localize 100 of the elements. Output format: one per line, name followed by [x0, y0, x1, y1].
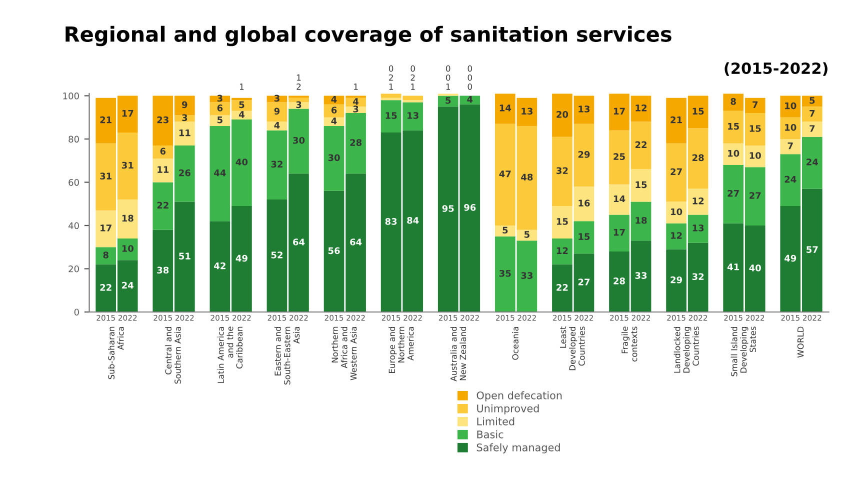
data-label: 21: [100, 116, 112, 124]
text: WORLD: [797, 326, 804, 358]
data-label: 49: [784, 254, 796, 262]
y-tick-label: 60: [68, 178, 79, 186]
data-label: 5: [239, 101, 244, 108]
data-label: 3: [353, 106, 358, 112]
data-label: 13: [578, 106, 590, 112]
data-label: 84: [407, 216, 419, 224]
data-label: 17: [614, 108, 625, 114]
data-label: 8: [103, 252, 108, 258]
data-label: 11: [179, 130, 190, 136]
data-label: 0: [468, 84, 472, 90]
chart-subtitle: (2015-2022): [724, 62, 828, 76]
data-label: 17: [122, 110, 134, 117]
data-label: 12: [671, 232, 682, 239]
data-label: 31: [100, 172, 112, 180]
data-label: 18: [636, 216, 647, 224]
data-label: 48: [521, 174, 533, 181]
y-tick-label: 20: [68, 265, 79, 272]
data-label: 5: [446, 97, 451, 104]
data-label: 31: [122, 162, 134, 169]
data-label: 21: [670, 116, 682, 124]
data-label: 4: [274, 122, 280, 129]
data-label: 28: [692, 154, 704, 162]
data-label: 1: [411, 84, 415, 90]
data-label: 33: [521, 272, 532, 279]
data-label: 10: [785, 124, 796, 131]
data-label: 13: [522, 108, 532, 115]
y-tick-label: 0: [74, 308, 79, 316]
data-label: 0: [468, 65, 472, 72]
text: Fragile contexts: [621, 326, 638, 362]
data-label: 15: [386, 112, 397, 119]
data-label: 52: [271, 252, 282, 258]
data-label: 96: [464, 204, 476, 211]
data-label: 1: [240, 84, 244, 90]
legend-label: Basic: [477, 430, 504, 438]
data-label: 0: [446, 65, 450, 72]
data-label: 14: [614, 195, 626, 202]
data-label: 12: [636, 104, 647, 112]
data-label: 0: [468, 74, 472, 81]
data-label: 22: [556, 284, 568, 291]
legend-label: Safely managed: [476, 443, 560, 454]
data-label: 24: [784, 176, 796, 183]
data-label: 10: [750, 152, 761, 159]
data-label: 32: [271, 160, 282, 168]
data-label: 24: [806, 158, 818, 166]
data-label: 27: [578, 278, 590, 286]
data-label: 56: [328, 247, 340, 254]
data-label: 41: [727, 264, 739, 270]
legend-label: Limited: [477, 417, 514, 426]
text: Oceania: [512, 326, 518, 360]
data-label: 25: [614, 153, 625, 160]
data-label: 47: [499, 170, 511, 178]
data-label: 22: [635, 141, 647, 148]
data-label: 10: [671, 208, 682, 216]
data-label: 9: [274, 108, 280, 115]
y-tick-label: 80: [68, 136, 79, 143]
text: Landlocked Developing Countries: [674, 326, 699, 373]
data-label: 49: [236, 254, 248, 262]
text: Australia and New Zealand: [450, 326, 466, 382]
data-label: 24: [122, 282, 134, 289]
data-label: 13: [408, 112, 418, 119]
data-label: 28: [614, 278, 625, 284]
data-label: 0: [446, 74, 450, 81]
data-label: 3: [182, 114, 188, 122]
data-label: 30: [328, 154, 340, 162]
data-label: 40: [236, 158, 248, 166]
data-label: 5: [810, 97, 815, 104]
data-label: 6: [331, 106, 337, 114]
data-label: 1: [446, 84, 450, 90]
data-label: 51: [179, 252, 190, 260]
data-label: 30: [293, 136, 305, 144]
data-label: 3: [217, 94, 222, 102]
data-label: 6: [160, 148, 166, 155]
data-label: 27: [670, 168, 682, 176]
text: Least Developed Countries: [560, 326, 585, 370]
text: Small Island Developing States: [730, 326, 756, 376]
data-label: 15: [750, 125, 761, 132]
data-label: 3: [296, 101, 302, 108]
data-label: 1: [389, 84, 393, 90]
data-label: 4: [331, 118, 337, 124]
data-label: 40: [749, 264, 761, 272]
data-label: 64: [350, 238, 362, 246]
text: Europe and Northern America: [388, 326, 414, 374]
data-label: 16: [578, 200, 590, 206]
y-tick-label: 100: [63, 92, 79, 100]
data-label: 23: [157, 116, 168, 124]
data-label: 10: [728, 150, 740, 157]
data-label: 15: [692, 108, 704, 115]
data-label: 14: [500, 104, 512, 112]
data-label: 22: [157, 202, 168, 209]
data-label: 4: [331, 96, 337, 103]
data-label: 5: [502, 226, 508, 234]
data-label: 5: [524, 231, 530, 238]
data-label: 11: [158, 166, 169, 173]
data-label: 83: [385, 218, 397, 225]
data-label: 15: [578, 233, 590, 240]
chart-title: Regional and global coverage of sanitation services: [66, 26, 672, 46]
data-label: 22: [100, 284, 112, 291]
data-label: 32: [692, 273, 704, 280]
